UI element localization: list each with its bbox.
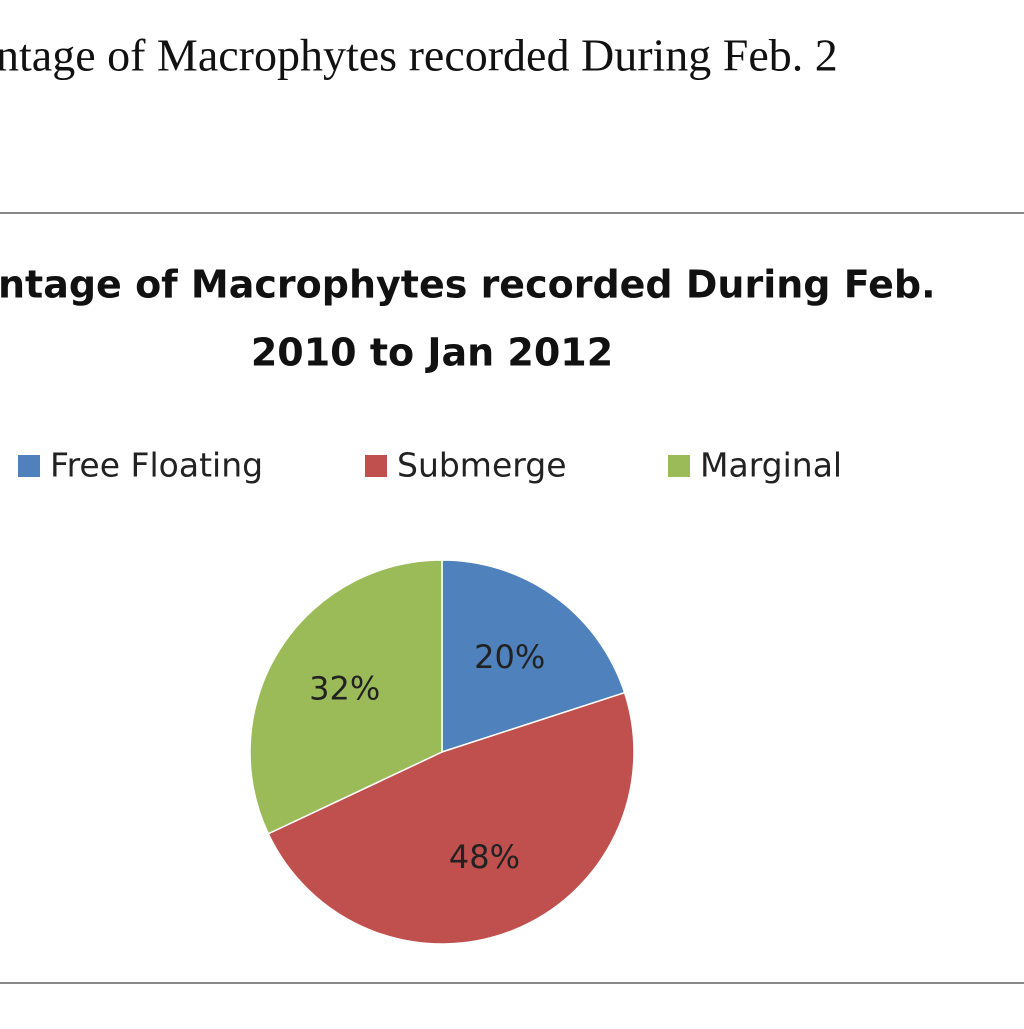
legend-label: Free Floating: [50, 446, 263, 485]
data-label: 20%: [474, 638, 545, 676]
chart-title: ntage of Macrophytes recorded During Feb…: [0, 263, 936, 307]
legend-label: Submerge: [397, 446, 567, 485]
pie-slice: [249, 559, 443, 835]
data-label: 32%: [309, 669, 380, 707]
data-label: 48%: [449, 838, 520, 876]
caption: ntage of Macrophytes recorded During Feb…: [0, 30, 838, 81]
legend-swatch: [365, 455, 387, 477]
legend-swatch: [668, 455, 690, 477]
chart-title: 2010 to Jan 2012: [251, 331, 613, 375]
legend-swatch: [18, 455, 40, 477]
pie-slice: [267, 691, 635, 945]
pie-slice: [441, 559, 626, 754]
legend-label: Marginal: [700, 446, 842, 485]
